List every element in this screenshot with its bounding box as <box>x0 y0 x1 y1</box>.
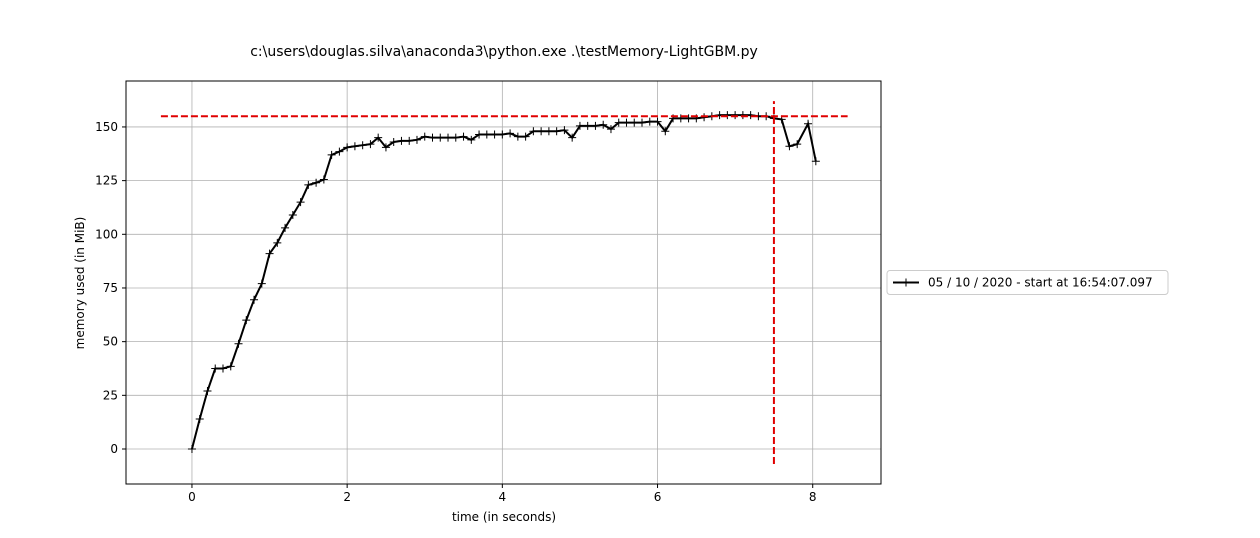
data-point <box>265 249 274 258</box>
data-point <box>397 136 406 145</box>
data-point <box>591 121 600 130</box>
data-point <box>312 178 321 187</box>
data-point <box>459 132 468 141</box>
data-point <box>288 210 297 219</box>
data-point <box>793 140 802 149</box>
x-axis-label: time (in seconds) <box>452 510 556 524</box>
data-point <box>381 143 390 152</box>
data-point <box>583 121 592 130</box>
data-point <box>811 157 820 166</box>
data-point <box>436 133 445 142</box>
data-point <box>804 119 813 128</box>
y-tick-label: 125 <box>95 174 118 188</box>
legend-label: 05 / 10 / 2020 - start at 16:54:07.097 <box>928 276 1153 290</box>
data-point <box>544 127 553 136</box>
data-point <box>521 132 530 141</box>
y-tick-label: 100 <box>95 227 118 241</box>
data-point <box>560 126 569 135</box>
x-tick-label: 0 <box>188 490 196 504</box>
data-point <box>537 127 546 136</box>
data-point <box>467 135 476 144</box>
chart-title: c:\users\douglas.silva\anaconda3\python.… <box>250 44 758 60</box>
data-point <box>366 140 375 149</box>
data-point <box>250 295 259 304</box>
x-tick-label: 6 <box>654 490 662 504</box>
x-tick-label: 2 <box>343 490 351 504</box>
data-point <box>715 111 724 120</box>
data-point <box>475 130 484 139</box>
data-point <box>513 132 522 141</box>
data-point <box>622 118 631 127</box>
data-point <box>343 143 352 152</box>
data-point <box>257 279 266 288</box>
data-point <box>405 136 414 145</box>
y-tick-label: 25 <box>103 388 118 402</box>
data-point <box>599 120 608 129</box>
data-point <box>684 114 693 123</box>
data-point <box>389 137 398 146</box>
y-tick-label: 50 <box>103 335 118 349</box>
data-point <box>630 118 639 127</box>
data-point <box>226 362 235 371</box>
data-point <box>738 111 747 120</box>
data-point <box>568 133 577 142</box>
x-tick-label: 4 <box>499 490 507 504</box>
data-point <box>187 445 196 454</box>
data-point <box>661 127 670 136</box>
data-point <box>606 125 615 134</box>
data-point <box>218 364 227 373</box>
plot-frame <box>125 80 882 485</box>
data-point <box>203 387 212 396</box>
data-point <box>653 117 662 126</box>
data-point <box>327 150 336 159</box>
data-point <box>296 198 305 207</box>
legend-marker <box>902 278 910 287</box>
y-tick-label: 0 <box>110 442 118 456</box>
data-line <box>190 114 817 450</box>
data-point <box>335 147 344 156</box>
data-point <box>451 133 460 142</box>
data-point <box>242 316 251 325</box>
data-point <box>350 142 359 151</box>
data-point <box>420 132 429 141</box>
data-point <box>490 130 499 139</box>
data-point <box>444 133 453 142</box>
data-point <box>482 130 491 139</box>
data-point <box>304 180 313 189</box>
data-point <box>412 135 421 144</box>
y-tick-label: 75 <box>103 281 118 295</box>
data-point <box>614 118 623 127</box>
data-point <box>273 238 282 247</box>
data-point <box>428 133 437 142</box>
y-tick-label: 150 <box>95 120 118 134</box>
data-point <box>575 121 584 130</box>
data-point <box>506 129 515 138</box>
data-point <box>529 127 538 136</box>
data-point <box>785 142 794 151</box>
data-point <box>723 111 732 120</box>
data-point <box>645 117 654 126</box>
data-point <box>552 127 561 136</box>
legend-box <box>886 270 1169 295</box>
data-point <box>211 364 220 373</box>
data-point <box>498 130 507 139</box>
data-point <box>731 111 740 120</box>
data-point <box>234 339 243 348</box>
data-point <box>638 118 647 127</box>
data-point <box>319 175 328 184</box>
data-point <box>358 141 367 150</box>
data-point <box>281 223 290 232</box>
data-point <box>195 414 204 423</box>
data-point <box>700 113 709 122</box>
x-tick-label: 8 <box>809 490 817 504</box>
y-axis-label: memory used (in MiB) <box>73 217 87 350</box>
data-point <box>374 133 383 142</box>
data-point <box>746 111 755 120</box>
data-point <box>676 114 685 123</box>
